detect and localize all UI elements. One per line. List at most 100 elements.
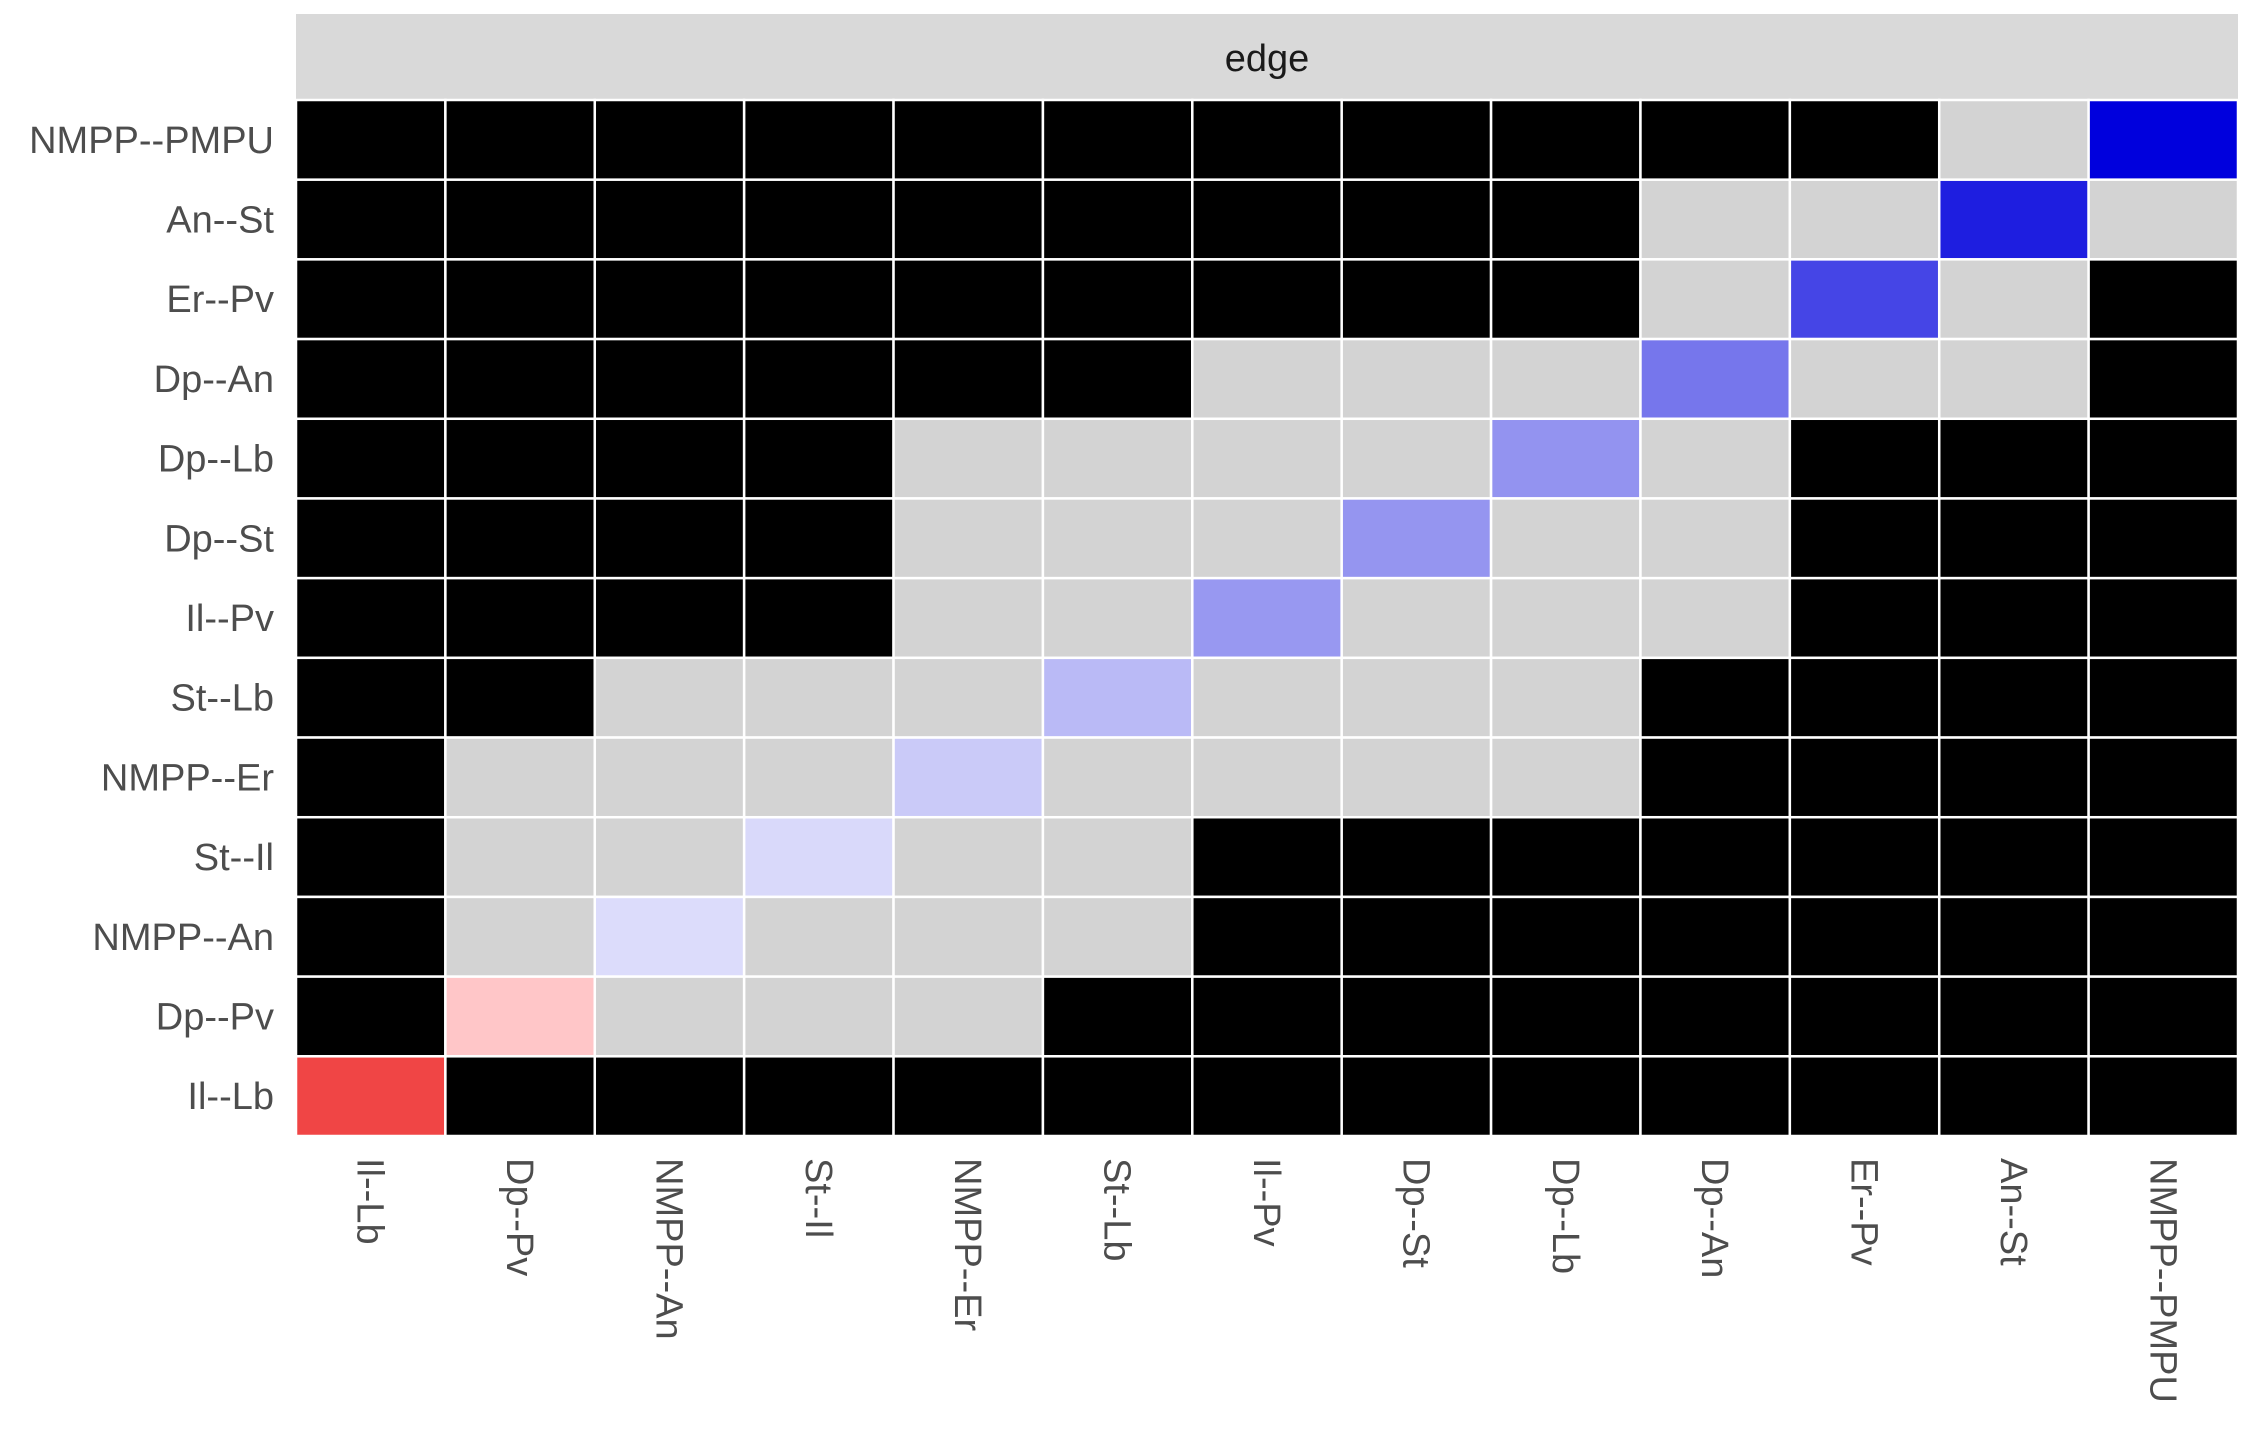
heatmap-cell — [742, 656, 895, 739]
heatmap-cell — [444, 576, 597, 660]
y-tick-label: Il--Pv — [185, 598, 274, 640]
heatmap-cell — [1788, 337, 1941, 421]
heatmap-cell — [1191, 1055, 1343, 1138]
heatmap-cell — [1639, 656, 1792, 739]
heatmap-cell — [1041, 656, 1194, 739]
heatmap-cell — [2087, 975, 2240, 1058]
heatmap-cell — [1041, 258, 1194, 341]
heatmap-cell — [1340, 417, 1493, 500]
heatmap-cell — [1937, 258, 2090, 341]
heatmap-cell — [1041, 497, 1194, 580]
heatmap-cell — [593, 815, 746, 899]
heatmap-cell — [1191, 576, 1343, 660]
heatmap-cell — [1937, 1055, 2090, 1138]
heatmap-cell — [294, 895, 447, 978]
y-tick-label: St--Il — [194, 837, 274, 879]
heatmap-cell — [1340, 815, 1493, 899]
heatmap-cell — [1937, 576, 2090, 660]
heatmap-cell — [2087, 497, 2240, 580]
heatmap-cell — [2087, 1055, 2240, 1138]
heatmap-cell — [294, 656, 447, 739]
heatmap-cell — [444, 736, 597, 819]
heatmap-cell — [1340, 656, 1493, 739]
heatmap-cell — [2087, 258, 2240, 341]
heatmap-cell — [1937, 736, 2090, 819]
heatmap-cell — [1191, 736, 1343, 819]
heatmap-cell — [892, 178, 1045, 261]
heatmap-cell — [444, 815, 597, 899]
heatmap-cell — [1340, 975, 1493, 1058]
heatmap-cell — [1340, 337, 1493, 421]
heatmap-cell — [892, 656, 1045, 739]
heatmap-cell — [1937, 417, 2090, 500]
heatmap-cell — [1489, 975, 1642, 1058]
heatmap-cell — [1937, 975, 2090, 1058]
heatmap-cell — [2087, 576, 2240, 660]
heatmap-cell — [742, 497, 895, 580]
y-tick-label: Il--Lb — [187, 1076, 274, 1118]
heatmap-cell — [2087, 98, 2240, 181]
heatmap-cell — [1489, 178, 1642, 261]
heatmap-cell — [294, 736, 447, 819]
x-tick-label: Il--Pv — [1245, 1158, 1287, 1247]
heatmap-cell — [1191, 975, 1343, 1058]
heatmap-cell — [2087, 736, 2240, 819]
heatmap-cell — [294, 178, 447, 261]
heatmap-cell — [294, 975, 447, 1058]
x-tick-label: St--Il — [797, 1158, 839, 1238]
heatmap-cell — [1489, 815, 1642, 899]
heatmap-cell — [294, 258, 447, 341]
heatmap-cell — [742, 975, 895, 1058]
x-tick-label: NMPP--Er — [946, 1158, 988, 1331]
heatmap-cell — [593, 417, 746, 500]
heatmap-cell — [742, 1055, 895, 1138]
x-tick-label: Er--Pv — [1843, 1158, 1885, 1266]
heatmap-cell — [1041, 975, 1194, 1058]
heatmap-cell — [1041, 815, 1194, 899]
heatmap-cell — [1489, 98, 1642, 181]
heatmap-cell — [1340, 1055, 1493, 1138]
heatmap-cell — [294, 417, 447, 500]
x-tick-label: Dp--Lb — [1544, 1158, 1586, 1274]
heatmap-cell — [1489, 497, 1642, 580]
facet-strip — [296, 14, 2238, 100]
heatmap-cell — [1041, 576, 1194, 660]
heatmap-cell — [1191, 417, 1343, 500]
heatmap-cell — [1788, 656, 1941, 739]
heatmap-cell — [1639, 98, 1792, 181]
heatmap-cell — [1788, 736, 1941, 819]
heatmap-cell — [294, 1055, 447, 1138]
heatmap-cell — [1788, 98, 1941, 181]
heatmap-cell — [1937, 815, 2090, 899]
heatmap-cell — [1191, 98, 1343, 181]
heatmap-cell — [892, 975, 1045, 1058]
heatmap-cell — [1937, 98, 2090, 181]
heatmap-cell — [1041, 337, 1194, 421]
heatmap-cell — [892, 736, 1045, 819]
x-tick-label: NMPP--PMPU — [2141, 1158, 2183, 1403]
heatmap-cell — [1191, 497, 1343, 580]
heatmap-cells — [294, 98, 2240, 1138]
x-tick-label: St--Lb — [1096, 1158, 1138, 1261]
heatmap-cell — [2087, 337, 2240, 421]
x-tick-label: An--St — [1992, 1158, 2034, 1266]
y-tick-label: Dp--Lb — [158, 439, 274, 481]
heatmap-cell — [742, 98, 895, 181]
heatmap-cell — [2087, 178, 2240, 261]
x-tick-label: Dp--Pv — [498, 1158, 540, 1276]
heatmap-cell — [742, 178, 895, 261]
heatmap-cell — [1788, 258, 1941, 341]
heatmap-cell — [1340, 497, 1493, 580]
heatmap-cell — [1489, 656, 1642, 739]
heatmap-cell — [1041, 1055, 1194, 1138]
heatmap-cell — [593, 975, 746, 1058]
heatmap-cell — [1340, 98, 1493, 181]
heatmap-cell — [593, 656, 746, 739]
heatmap-cell — [593, 258, 746, 341]
heatmap-cell — [2087, 656, 2240, 739]
heatmap-cell — [1191, 258, 1343, 341]
heatmap-cell — [892, 1055, 1045, 1138]
heatmap-cell — [1639, 815, 1792, 899]
heatmap-cell — [1639, 736, 1792, 819]
